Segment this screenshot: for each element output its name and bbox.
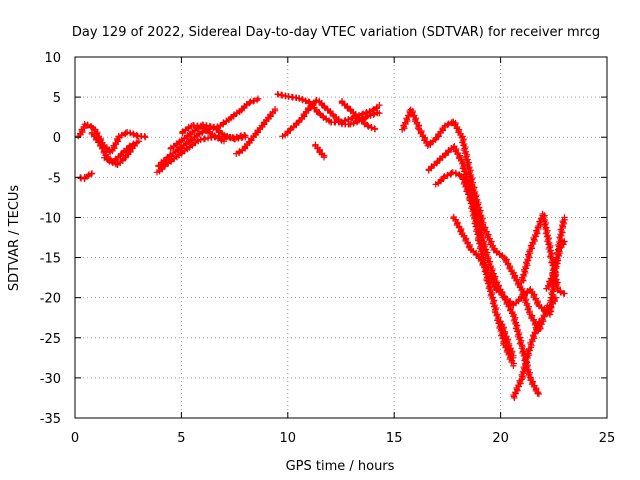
series-track-04 bbox=[101, 138, 143, 165]
grid-layer bbox=[75, 57, 607, 418]
data-point bbox=[561, 214, 568, 221]
data-point bbox=[414, 125, 422, 132]
y-tick-label: -5 bbox=[48, 171, 61, 186]
data-point bbox=[554, 257, 562, 264]
data-point bbox=[441, 173, 448, 180]
data-point bbox=[518, 285, 526, 293]
data-point bbox=[254, 95, 262, 102]
data-point bbox=[535, 390, 543, 398]
y-tick-label: -15 bbox=[40, 252, 61, 267]
data-point bbox=[449, 169, 456, 176]
y-tick-label: 5 bbox=[53, 91, 61, 106]
data-point bbox=[211, 133, 219, 141]
x-tick-label: 15 bbox=[386, 431, 403, 446]
x-tick-label: 25 bbox=[599, 431, 616, 446]
data-point bbox=[552, 264, 560, 272]
series-track-08 bbox=[179, 121, 228, 145]
series-track-14 bbox=[399, 106, 551, 334]
y-tick-label: -35 bbox=[40, 412, 61, 427]
series-track-19 bbox=[518, 210, 568, 297]
data-point bbox=[101, 154, 108, 161]
x-tick-label: 5 bbox=[177, 431, 185, 446]
data-point bbox=[376, 109, 383, 117]
data-point bbox=[551, 267, 558, 275]
data-point bbox=[142, 134, 149, 141]
data-layer bbox=[75, 90, 568, 402]
series-track-05 bbox=[155, 95, 262, 170]
series-track-07 bbox=[167, 121, 249, 152]
data-point bbox=[214, 135, 222, 142]
y-tick-label: -20 bbox=[40, 292, 61, 307]
data-point bbox=[350, 119, 358, 127]
data-point bbox=[376, 101, 383, 109]
series-track-13 bbox=[338, 97, 379, 133]
series-track-22 bbox=[496, 318, 517, 362]
data-point bbox=[371, 126, 379, 133]
data-point bbox=[84, 122, 92, 129]
plot-frame bbox=[74, 56, 608, 419]
data-point bbox=[561, 290, 568, 297]
data-point bbox=[552, 263, 559, 270]
y-tick-label: 10 bbox=[44, 51, 61, 66]
x-tick-label: 10 bbox=[280, 431, 297, 446]
series-track-01 bbox=[75, 120, 149, 156]
series-track-16 bbox=[432, 169, 517, 370]
series-track-18 bbox=[510, 318, 543, 402]
data-point bbox=[104, 156, 112, 163]
y-tick-label: -25 bbox=[40, 332, 61, 347]
data-point bbox=[555, 252, 562, 260]
data-point bbox=[271, 105, 279, 113]
data-point bbox=[561, 238, 568, 245]
data-point bbox=[320, 154, 328, 161]
x-tick-label: 20 bbox=[492, 431, 509, 446]
x-axis-label: GPS time / hours bbox=[286, 459, 395, 474]
series-track-02 bbox=[88, 129, 138, 168]
series-track-12 bbox=[312, 141, 328, 161]
data-point bbox=[553, 260, 560, 267]
data-point bbox=[361, 120, 368, 128]
data-point bbox=[347, 120, 354, 128]
data-point bbox=[368, 124, 375, 132]
data-point bbox=[456, 172, 464, 179]
data-point bbox=[363, 113, 370, 121]
chart-title: Day 129 of 2022, Sidereal Day-to-day VTE… bbox=[72, 25, 600, 40]
data-point bbox=[557, 289, 565, 296]
y-tick-label: -30 bbox=[40, 372, 61, 387]
data-point bbox=[556, 249, 564, 257]
data-point bbox=[510, 362, 517, 370]
data-point bbox=[220, 138, 228, 145]
data-point bbox=[242, 134, 249, 141]
data-point bbox=[452, 170, 460, 177]
y-axis-label: SDTVAR / TECUs bbox=[7, 185, 22, 292]
data-point bbox=[554, 255, 561, 263]
data-point bbox=[126, 142, 134, 149]
x-tick-label: 0 bbox=[71, 431, 79, 446]
data-point bbox=[448, 119, 456, 126]
series-track-09 bbox=[233, 105, 279, 157]
data-point bbox=[548, 250, 555, 257]
data-point bbox=[130, 140, 137, 147]
data-point bbox=[81, 120, 88, 128]
data-point bbox=[445, 120, 452, 127]
data-point bbox=[510, 354, 517, 362]
data-point bbox=[135, 138, 143, 145]
tick-layer: 0 5 10 15 20 25 -35 -30 -25 -20 -15 -10 -5 0 5 10 bbox=[40, 51, 616, 446]
data-point bbox=[365, 123, 372, 130]
y-tick-label: 0 bbox=[53, 131, 61, 146]
data-point bbox=[441, 122, 448, 129]
data-point bbox=[535, 318, 543, 325]
y-tick-label: -10 bbox=[40, 211, 61, 226]
data-point bbox=[118, 131, 126, 139]
data-point bbox=[444, 171, 451, 179]
series-track-11 bbox=[279, 96, 383, 140]
data-point bbox=[88, 170, 96, 177]
data-point bbox=[253, 96, 261, 104]
data-point bbox=[115, 133, 122, 140]
data-point bbox=[196, 130, 203, 137]
series-track-21 bbox=[543, 238, 568, 292]
